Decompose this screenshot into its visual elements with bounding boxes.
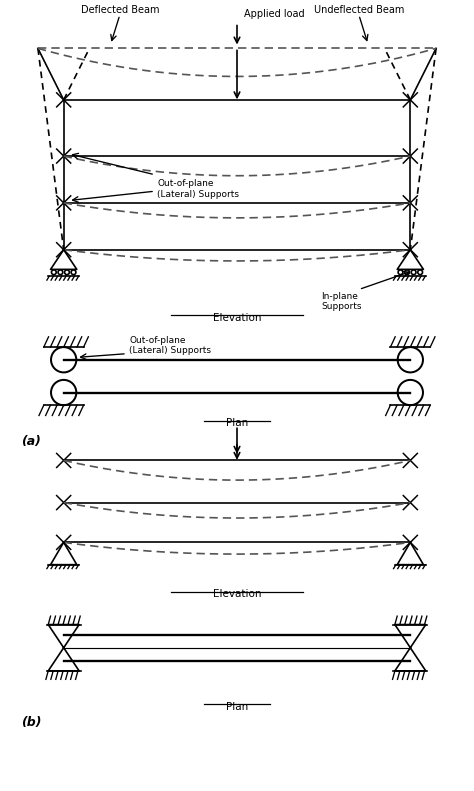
Text: Undeflected Beam: Undeflected Beam xyxy=(314,5,404,15)
Text: Out-of-plane
(Lateral) Supports: Out-of-plane (Lateral) Supports xyxy=(129,335,211,355)
Text: Plan: Plan xyxy=(226,418,248,428)
Text: Plan: Plan xyxy=(226,702,248,712)
Text: Elevation: Elevation xyxy=(213,589,261,600)
Text: Deflected Beam: Deflected Beam xyxy=(81,5,159,15)
Text: (a): (a) xyxy=(21,435,41,448)
Text: Out-of-plane
(Lateral) Supports: Out-of-plane (Lateral) Supports xyxy=(157,179,239,199)
Text: Elevation: Elevation xyxy=(213,313,261,323)
Text: Applied load: Applied load xyxy=(244,9,305,19)
Text: In-plane
Supports: In-plane Supports xyxy=(321,292,362,311)
Text: (b): (b) xyxy=(21,716,42,729)
